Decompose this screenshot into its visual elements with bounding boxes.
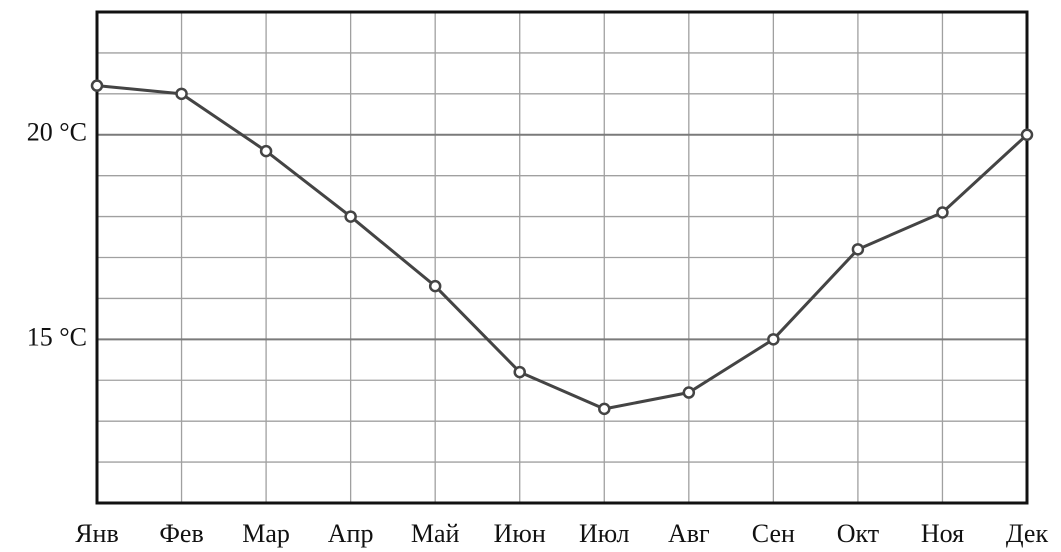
point-marker: [344, 210, 357, 223]
point-marker: [767, 333, 780, 346]
y-tick-label: 15 °C: [27, 322, 87, 351]
point-marker: [175, 87, 188, 101]
point-marker: [598, 402, 611, 416]
x-tick-label: Сен: [752, 519, 795, 548]
line-series: [96, 84, 1029, 411]
point-marker: [936, 206, 949, 219]
plot-frame: [95, 10, 1029, 505]
point-marker: [682, 386, 696, 399]
point-marker: [851, 243, 865, 256]
x-tick-label: Окт: [837, 519, 879, 548]
point-marker: [259, 144, 273, 158]
x-tick-label: Янв: [75, 519, 119, 548]
x-tick-label: Июн: [494, 519, 546, 548]
x-tick-label: Ноя: [921, 519, 964, 548]
x-tick-label: Апр: [328, 519, 374, 548]
x-tick-label: Май: [411, 519, 460, 548]
y-tick-label: 20 °C: [27, 118, 87, 147]
x-tick-label: Июл: [579, 519, 630, 548]
x-tick-label: Фев: [159, 519, 203, 548]
x-tick-label: Мар: [242, 519, 290, 548]
x-tick-label: Дек: [1006, 519, 1049, 548]
point-marker: [428, 279, 442, 293]
point-marker: [513, 365, 526, 379]
x-tick-label: Авг: [668, 519, 710, 548]
point-marker: [1020, 128, 1034, 141]
point-marker: [90, 79, 104, 92]
